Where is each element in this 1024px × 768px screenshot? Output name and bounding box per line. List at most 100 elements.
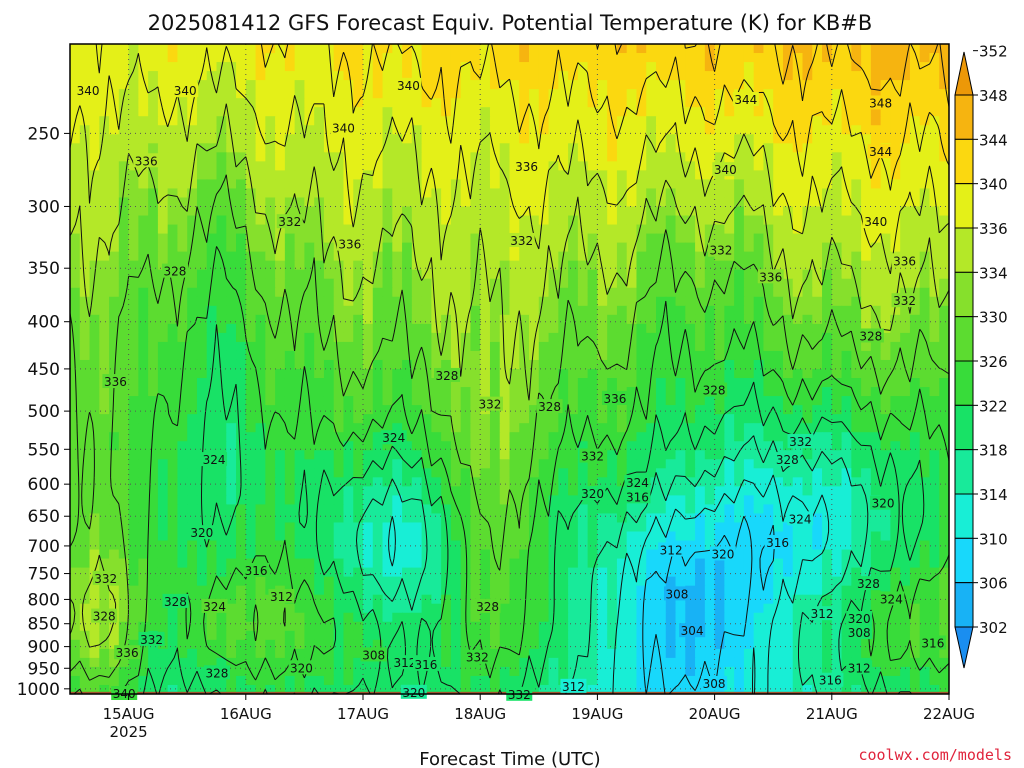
heatmap-cell — [724, 495, 735, 506]
heatmap-cell — [890, 224, 901, 235]
heatmap-cell — [431, 332, 442, 343]
heatmap-cell — [79, 314, 91, 325]
heatmap-cell — [812, 134, 823, 144]
heatmap-cell — [470, 62, 481, 72]
heatmap-cell — [431, 468, 442, 478]
heatmap-cell — [734, 405, 745, 415]
heatmap-cell — [861, 396, 872, 406]
heatmap-cell — [587, 423, 598, 433]
heatmap-cell — [167, 486, 179, 496]
heatmap-cell — [392, 233, 403, 244]
heatmap-cell — [734, 305, 745, 316]
heatmap-cell — [284, 224, 296, 235]
heatmap-cell — [323, 170, 335, 181]
heatmap-cell — [450, 540, 462, 551]
heatmap-cell — [616, 350, 628, 361]
heatmap-cell — [636, 206, 647, 217]
heatmap-cell — [450, 323, 462, 334]
heatmap-cell — [109, 477, 120, 487]
heatmap-cell — [870, 116, 882, 126]
heatmap-cell — [157, 71, 169, 81]
heatmap-cell — [626, 359, 638, 370]
heatmap-cell — [685, 242, 696, 253]
heatmap-cell — [431, 486, 442, 496]
heatmap-cell — [79, 323, 91, 334]
heatmap-cell — [880, 197, 891, 208]
heatmap-cell — [343, 98, 354, 108]
heatmap-cell — [382, 98, 393, 108]
heatmap-cell — [275, 432, 286, 442]
heatmap-cell — [802, 251, 813, 262]
heatmap-cell — [656, 522, 667, 533]
heatmap-cell — [685, 161, 696, 171]
heatmap-cell — [802, 369, 813, 379]
heatmap-cell — [704, 152, 716, 162]
heatmap-cell — [206, 423, 218, 433]
heatmap-cell — [616, 269, 628, 280]
heatmap-cell — [919, 242, 931, 253]
heatmap-cell — [890, 405, 901, 415]
heatmap-cell — [616, 215, 628, 226]
heatmap-cell — [89, 143, 100, 153]
heatmap-cell — [568, 170, 579, 181]
heatmap-cell — [538, 332, 550, 343]
heatmap-cell — [138, 62, 149, 72]
heatmap-cell — [480, 323, 491, 334]
heatmap-cell — [450, 134, 462, 144]
heatmap-cell — [89, 432, 100, 442]
heatmap-cell — [284, 314, 296, 325]
heatmap-cell — [421, 387, 432, 397]
heatmap-cell — [734, 369, 745, 379]
heatmap-cell — [812, 432, 823, 442]
heatmap-cell — [177, 143, 188, 153]
heatmap-cell — [831, 369, 843, 379]
heatmap-cell — [450, 305, 462, 316]
heatmap-cell — [704, 62, 716, 72]
heatmap-cell — [70, 98, 81, 108]
heatmap-cell — [109, 260, 120, 271]
heatmap-cell — [538, 459, 550, 469]
heatmap-cell — [792, 188, 804, 199]
heatmap-cell — [167, 314, 179, 325]
heatmap-cell — [626, 197, 638, 208]
heatmap-cell — [372, 152, 384, 162]
heatmap-cell — [626, 107, 638, 117]
heatmap-cell — [392, 459, 403, 469]
heatmap-cell — [392, 161, 403, 171]
heatmap-cell — [450, 53, 462, 63]
heatmap-cell — [646, 161, 657, 171]
heatmap-cell — [919, 278, 931, 289]
heatmap-cell — [861, 116, 872, 126]
heatmap-cell — [441, 486, 452, 496]
heatmap-cell — [382, 414, 393, 424]
heatmap-cell — [822, 233, 833, 244]
heatmap-cell — [743, 341, 755, 352]
heatmap-cell — [255, 233, 266, 244]
heatmap-cell — [880, 350, 891, 361]
heatmap-cell — [450, 278, 462, 289]
heatmap-cell — [636, 531, 647, 542]
heatmap-cell — [919, 44, 931, 54]
heatmap-cell — [392, 62, 403, 72]
heatmap-cell — [70, 495, 81, 506]
heatmap-cell — [343, 53, 354, 63]
heatmap-cell — [441, 197, 452, 208]
heatmap-cell — [245, 414, 257, 424]
heatmap-cell — [255, 134, 266, 144]
heatmap-cell — [822, 495, 833, 506]
heatmap-cell — [284, 188, 296, 199]
heatmap-cell — [675, 278, 686, 289]
heatmap-cell — [353, 260, 364, 271]
heatmap-cell — [402, 486, 413, 496]
heatmap-cell — [665, 504, 677, 515]
heatmap-cell — [148, 341, 159, 352]
heatmap-cell — [226, 269, 237, 280]
heatmap-cell — [128, 513, 139, 524]
heatmap-cell — [665, 179, 677, 190]
heatmap-cell — [460, 359, 472, 370]
heatmap-cell — [773, 441, 784, 451]
heatmap-cell — [431, 206, 442, 217]
heatmap-cell — [656, 260, 667, 271]
heatmap-cell — [763, 287, 774, 298]
heatmap-cell — [538, 441, 550, 451]
